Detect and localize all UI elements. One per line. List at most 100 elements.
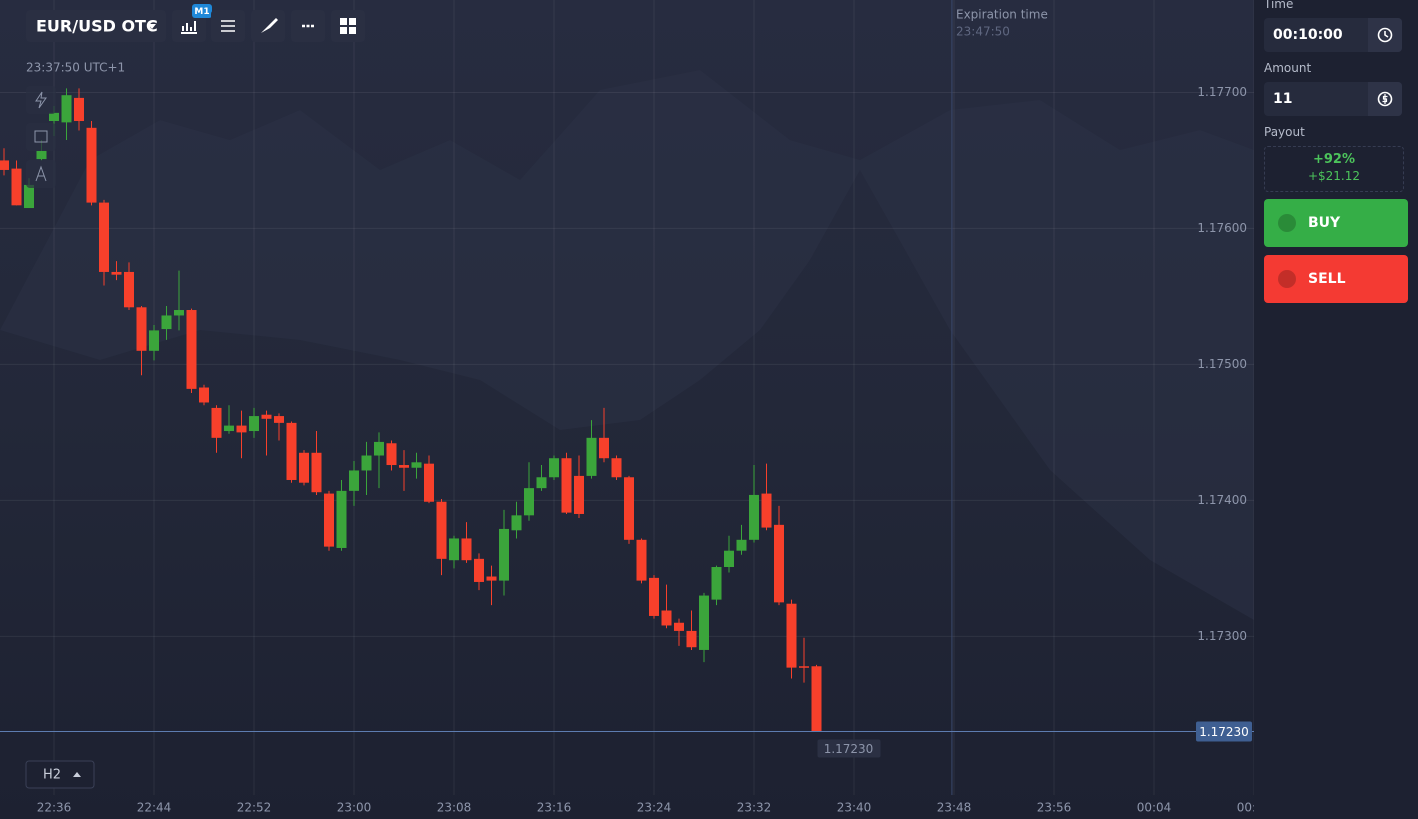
x-tick-label: 23:56 — [1037, 801, 1072, 815]
chart-type-icon — [181, 21, 197, 34]
candle-body — [199, 387, 209, 403]
candle-body — [761, 493, 772, 528]
candle-body — [611, 458, 622, 478]
candle-body — [211, 407, 222, 438]
price-tag — [1196, 721, 1252, 742]
candle-body — [61, 95, 72, 123]
candle-body — [474, 558, 484, 582]
text-size-button[interactable] — [26, 160, 56, 188]
candle-body — [274, 416, 284, 423]
candle-body — [336, 490, 347, 548]
x-tick-label: 22:36 — [37, 801, 72, 815]
price-box-label: 1.17230 — [824, 742, 874, 756]
candle-body — [774, 524, 784, 603]
clock: 23:37:50 UTC+1 — [26, 61, 125, 75]
x-tick-label: 23:16 — [537, 801, 572, 815]
candle-body — [574, 475, 584, 514]
x-tick-label: 22:44 — [137, 801, 172, 815]
payout-label: Payout — [1264, 125, 1305, 139]
candle-body — [599, 437, 609, 459]
sell-button[interactable]: SELL — [1264, 255, 1408, 303]
buy-button[interactable]: BUY — [1264, 199, 1408, 247]
candle-body — [461, 538, 472, 561]
period-caret — [73, 772, 81, 777]
period-label: H2 — [43, 768, 61, 783]
candle-body — [311, 452, 322, 493]
candle-body — [674, 622, 684, 631]
candle-body — [749, 494, 759, 540]
x-tick-label: 23:08 — [437, 801, 472, 815]
candle-body — [324, 493, 334, 547]
y-tick-label: 1.17600 — [1197, 221, 1247, 235]
candle-body — [399, 465, 409, 468]
time-label: Time — [1264, 0, 1294, 11]
y-tick-label: 1.17400 — [1197, 493, 1247, 507]
candle-body — [174, 310, 184, 316]
candle-body — [0, 160, 9, 170]
candle-body — [361, 455, 372, 471]
gift-button[interactable] — [26, 123, 56, 151]
signals-button[interactable] — [26, 86, 56, 114]
candle-body — [624, 477, 634, 540]
asset-selector[interactable] — [26, 10, 166, 42]
dropdown-caret — [148, 24, 156, 29]
candle-body — [524, 488, 534, 516]
candle-body — [99, 202, 109, 272]
candle-body — [549, 458, 559, 478]
candle-body — [486, 576, 497, 581]
candle-body — [161, 315, 172, 330]
x-tick-label: 23:32 — [737, 801, 772, 815]
trade-panel: Time 00:10:00 Amount 11 Payout +92% +$21… — [1254, 0, 1418, 819]
x-tick-label: 23:40 — [837, 801, 872, 815]
x-tick-label: 23:00 — [337, 801, 372, 815]
candle-body — [111, 271, 122, 275]
layout-button[interactable] — [331, 10, 365, 42]
y-tick-label: 1.17700 — [1197, 85, 1247, 99]
candle-body — [711, 567, 722, 600]
candle-body — [499, 528, 509, 581]
asset-name: EUR/USD OTC — [36, 17, 158, 36]
candle-body — [74, 97, 84, 122]
candle-body — [736, 539, 747, 551]
candle-body — [511, 515, 522, 531]
candle-body — [36, 150, 47, 160]
candle-body — [786, 603, 797, 668]
x-tick-label: 22:52 — [237, 801, 272, 815]
candle-body — [86, 127, 97, 203]
amount-input[interactable]: 11 — [1264, 82, 1402, 116]
price-box — [817, 739, 881, 758]
candle-body — [436, 501, 447, 559]
sell-label: SELL — [1308, 271, 1346, 287]
signals-icon — [35, 91, 47, 109]
text-size-icon — [35, 165, 47, 182]
candle-body — [636, 539, 647, 581]
candle-body — [374, 441, 384, 456]
x-tick-label: 00:04 — [1137, 801, 1172, 815]
mountain-backdrop — [0, 70, 1254, 620]
candle-body — [224, 425, 234, 432]
candle-body — [261, 414, 272, 419]
candle-body — [299, 452, 309, 483]
candle-body — [424, 463, 434, 502]
indicators-icon — [221, 20, 235, 32]
payout-percent: +92% — [1312, 152, 1355, 167]
expiration-time: 23:47:50 — [956, 25, 1010, 39]
y-tick-label: 1.17300 — [1197, 629, 1247, 643]
candle-body — [186, 310, 197, 389]
payout-box: +92% +$21.12 — [1264, 146, 1404, 192]
candle-body — [236, 425, 247, 433]
layout-icon — [340, 18, 356, 34]
candle-body — [49, 112, 59, 122]
candle-body — [386, 443, 397, 466]
clock-icon — [1368, 18, 1402, 52]
time-input[interactable]: 00:10:00 — [1264, 18, 1402, 52]
gift-icon — [34, 130, 48, 143]
amount-value: 11 — [1273, 91, 1293, 107]
buy-label: BUY — [1308, 215, 1341, 231]
candle-body — [449, 538, 459, 561]
x-tick-label: 23:48 — [937, 801, 972, 815]
period-button[interactable] — [25, 760, 95, 789]
